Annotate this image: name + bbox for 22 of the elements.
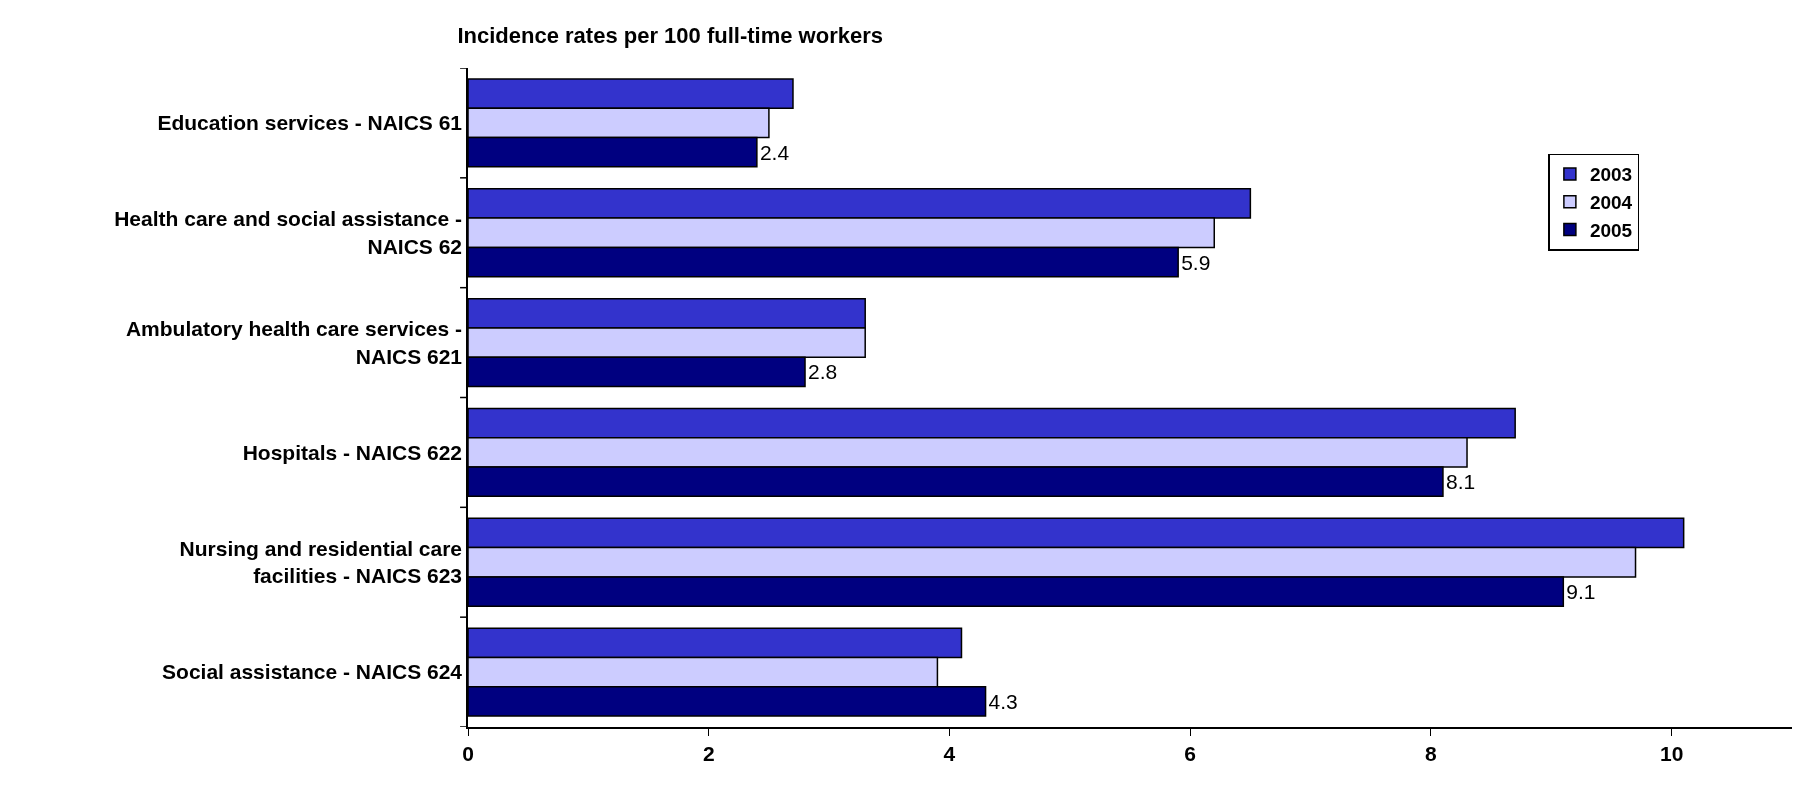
- data-label: 8.1: [1445, 470, 1476, 494]
- x-tick-label: 6: [1184, 741, 1197, 765]
- x-tick-label: 8: [1425, 741, 1438, 765]
- data-label: 2.8: [808, 360, 838, 384]
- legend-label: 2004: [1589, 192, 1633, 214]
- y-tick-label: Social assistance - NAICS 624: [162, 660, 463, 684]
- data-label: 2.4: [759, 140, 790, 164]
- x-tick-label: 10: [1659, 741, 1684, 765]
- data-label: 9.1: [1566, 580, 1596, 604]
- y-tick-label: Ambulatory health care services - NAICS 621: [125, 317, 463, 368]
- x-tick-label: 0: [462, 741, 474, 765]
- legend-label: 2005: [1589, 219, 1633, 241]
- y-tick-label: Education services - NAICS 61: [157, 111, 463, 135]
- chart-title: Incidence rates per 100 full-time workers: [457, 22, 883, 48]
- legend-label: 2003: [1589, 164, 1633, 186]
- y-tick-label: Health care and social assistance - NAICS 62: [114, 207, 463, 258]
- data-label: 5.9: [1181, 250, 1211, 274]
- x-tick-label: 2: [702, 741, 715, 765]
- y-tick-label: Nursing and residential care facilities - NAICS 623: [179, 536, 463, 588]
- y-tick-label: Hospitals - NAICS 622: [242, 440, 463, 464]
- x-tick-label: 4: [943, 741, 956, 765]
- data-label: 4.3: [988, 689, 1018, 713]
